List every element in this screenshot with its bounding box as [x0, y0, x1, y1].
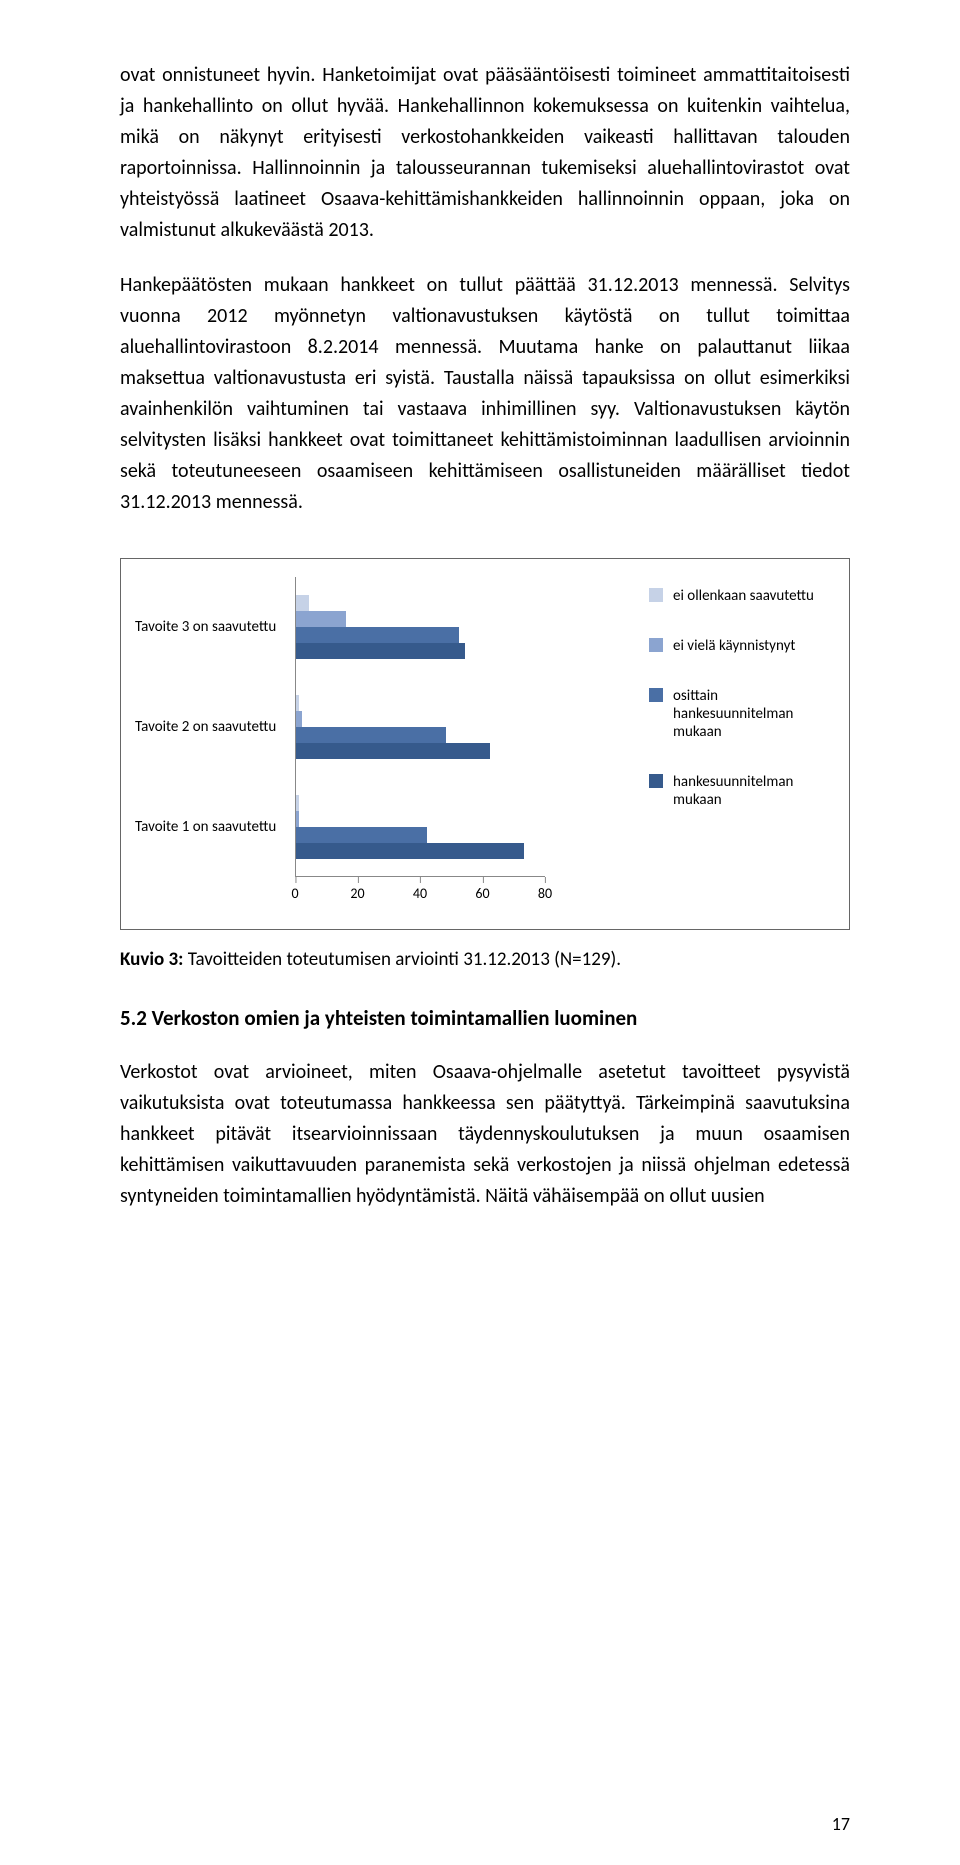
legend-label: ei ollenkaan saavutettu [673, 587, 814, 605]
chart-category-label: Tavoite 2 on saavutettu [135, 718, 276, 736]
chart-caption: Kuvio 3: Tavoitteiden toteutumisen arvio… [120, 948, 850, 971]
legend-label: hankesuunnitelman mukaan [673, 773, 835, 809]
chart-bar [296, 595, 309, 611]
chart-x-tick: 0 [291, 885, 298, 902]
chart-bar [296, 795, 299, 811]
legend-swatch [649, 688, 663, 702]
section-heading: 5.2 Verkoston omien ja yhteisten toimint… [120, 1005, 850, 1031]
chart-bar [296, 827, 427, 843]
body-paragraph: Verkostot ovat arvioineet, miten Osaava-… [120, 1057, 850, 1212]
legend-swatch [649, 774, 663, 788]
legend-label: ei vielä käynnistynyt [673, 637, 795, 655]
chart-x-tick: 40 [413, 885, 427, 902]
legend-label: osittain hankesuunnitelman mukaan [673, 687, 835, 741]
chart-container: Tavoite 3 on saavutettu Tavoite 2 on saav… [120, 558, 850, 930]
body-paragraph: ovat onnistuneet hyvin. Hanketoimijat ov… [120, 60, 850, 246]
chart-bar [296, 627, 459, 643]
chart-category-label: Tavoite 3 on saavutettu [135, 618, 276, 636]
chart-x-tick: 20 [350, 885, 364, 902]
chart-bar [296, 727, 446, 743]
chart-bar [296, 643, 465, 659]
legend-swatch [649, 588, 663, 602]
chart-legend: ei ollenkaan saavutettu ei vielä käynnist… [625, 577, 835, 917]
legend-item: hankesuunnitelman mukaan [649, 773, 835, 809]
legend-item: ei ollenkaan saavutettu [649, 587, 835, 605]
chart-bar [296, 811, 299, 827]
legend-swatch [649, 638, 663, 652]
legend-item: ei vielä käynnistynyt [649, 637, 835, 655]
chart-plot: Tavoite 3 on saavutettu Tavoite 2 on saav… [135, 577, 625, 917]
chart-bar [296, 711, 302, 727]
chart-bar [296, 611, 346, 627]
page-number: 17 [832, 1813, 850, 1835]
chart-bar [296, 843, 524, 859]
chart-x-tick: 60 [475, 885, 489, 902]
chart-bar [296, 695, 299, 711]
chart-x-tick: 80 [538, 885, 552, 902]
body-paragraph: Hankepäätösten mukaan hankkeet on tullut… [120, 270, 850, 518]
chart-bar [296, 743, 490, 759]
chart-category-label: Tavoite 1 on saavutettu [135, 818, 276, 836]
legend-item: osittain hankesuunnitelman mukaan [649, 687, 835, 741]
